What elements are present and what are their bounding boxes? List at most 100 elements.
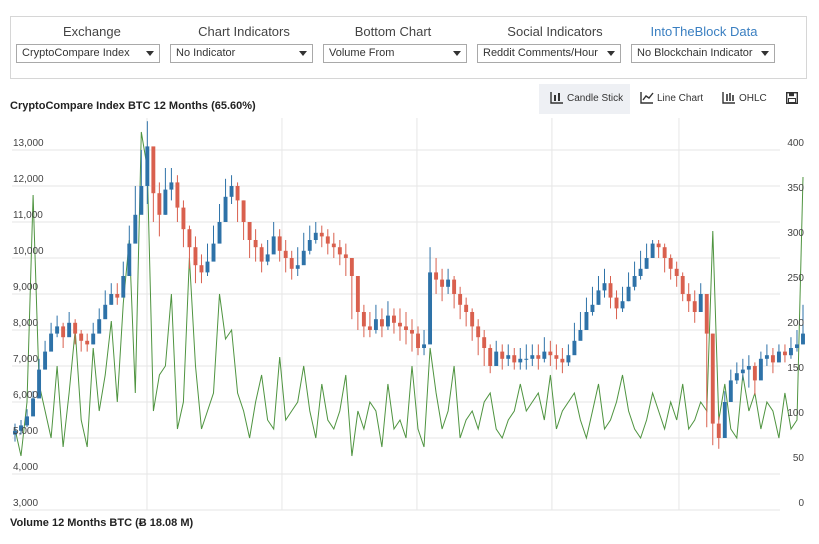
candle-body — [398, 322, 402, 327]
candle-body — [758, 358, 763, 381]
candle-body — [133, 214, 138, 244]
right-axis-tick-label: 200 — [787, 318, 804, 329]
bottom-chart-label: Bottom Chart — [354, 24, 432, 39]
candle-body — [740, 369, 745, 374]
candle-body — [277, 236, 282, 251]
candle-body — [379, 319, 384, 327]
candle-body — [169, 182, 174, 190]
candle-body — [776, 351, 781, 363]
candle-body — [271, 236, 276, 255]
candle-body — [734, 373, 739, 381]
save-icon — [786, 92, 798, 104]
social-indicators-select[interactable]: Reddit Comments/Hour — [477, 44, 621, 63]
candle-body — [434, 272, 439, 280]
candle-body — [241, 200, 246, 222]
candle-body — [49, 333, 54, 352]
candle-body — [458, 294, 463, 305]
candle-body — [560, 358, 565, 363]
candle-body — [554, 355, 559, 359]
chart-indicators-label: Chart Indicators — [198, 24, 290, 39]
candle-body — [85, 340, 90, 345]
left-axis-tick-label: 6,000 — [13, 390, 38, 401]
candle-body — [73, 322, 78, 334]
candle-body — [428, 272, 433, 345]
candle-body — [193, 247, 198, 266]
chart-indicators-select-value: No Indicator — [176, 47, 236, 59]
candle-body — [650, 243, 655, 258]
candle-body — [25, 416, 29, 426]
candle-chart-icon — [550, 92, 563, 104]
intotheblock-label[interactable]: IntoTheBlock Data — [650, 24, 758, 39]
candle-body — [301, 250, 306, 266]
candle-stick-label: Candle Stick — [567, 92, 624, 104]
candle-body — [506, 355, 511, 359]
right-axis-tick-label: 0 — [798, 498, 804, 509]
candle-body — [416, 333, 420, 348]
left-axis-tick-label: 5,000 — [13, 426, 38, 437]
candle-body — [746, 366, 751, 370]
candle-body — [355, 276, 360, 312]
candle-body — [181, 207, 186, 230]
exchange-select-value: CryptoCompare Index — [22, 47, 130, 59]
candle-body — [229, 186, 234, 197]
candle-body — [103, 304, 108, 320]
candle-body — [584, 312, 589, 330]
candle-body — [716, 423, 721, 438]
bottom-chart-select[interactable]: Volume From — [323, 44, 467, 63]
candle-body — [265, 254, 270, 262]
candle-body — [13, 430, 17, 435]
social-indicators-select-value: Reddit Comments/Hour — [483, 47, 598, 59]
exchange-select[interactable]: CryptoCompare Index — [16, 44, 160, 63]
right-axis-tick-label: 350 — [787, 183, 804, 194]
line-chart-icon — [640, 92, 654, 104]
candle-body — [349, 258, 354, 276]
save-chart-button[interactable] — [786, 92, 798, 104]
candle-body — [668, 258, 673, 269]
candle-body — [578, 330, 583, 341]
candle-body — [163, 189, 168, 215]
left-axis-tick-label: 9,000 — [13, 282, 38, 293]
candle-body — [620, 301, 625, 309]
candle-body — [770, 355, 775, 363]
candle-body — [704, 294, 709, 334]
candle-body — [157, 193, 162, 215]
candle-body — [79, 333, 84, 341]
candle-body — [728, 380, 733, 402]
intotheblock-select[interactable]: No Blockchain Indicator — [631, 44, 775, 63]
candle-body — [410, 330, 414, 334]
candle-body — [43, 351, 48, 370]
candle-body — [55, 326, 60, 334]
ohlc-button[interactable]: OHLC — [722, 92, 767, 104]
candle-body — [313, 232, 318, 240]
right-axis-tick-label: 250 — [787, 273, 804, 284]
candle-body — [145, 146, 150, 186]
right-axis-tick-label: 400 — [787, 138, 804, 149]
candle-body — [247, 222, 252, 240]
candle-body — [752, 366, 757, 381]
candle-body — [464, 304, 469, 312]
candle-stick-button[interactable]: Candle Stick — [550, 92, 623, 104]
left-axis-tick-label: 8,000 — [13, 318, 38, 329]
candle-body — [476, 326, 481, 338]
candle-body — [19, 425, 23, 431]
candle-body — [789, 348, 793, 356]
candle-body — [536, 355, 541, 359]
candle-body — [680, 276, 685, 294]
candle-body — [494, 351, 499, 366]
left-axis-tick-label: 11,000 — [13, 210, 43, 221]
candle-body — [97, 319, 102, 334]
left-axis-tick-label: 7,000 — [13, 354, 38, 365]
candle-body — [440, 279, 445, 287]
chart-indicators-select[interactable]: No Indicator — [170, 44, 313, 63]
left-axis-tick-label: 3,000 — [13, 498, 38, 509]
social-indicators-label: Social Indicators — [507, 24, 603, 39]
candle-body — [67, 322, 72, 338]
line-chart-button[interactable]: Line Chart — [640, 92, 703, 104]
price-chart[interactable]: 3,000 4,000 5,000 6,000 7,000 8,000 9,000 10,00… — [0, 114, 819, 514]
intotheblock-select-value: No Blockchain Indicator — [637, 47, 753, 59]
candle-body — [139, 186, 144, 215]
candle-body — [61, 326, 66, 338]
candle-body — [542, 351, 547, 359]
candle-body — [710, 333, 715, 424]
candle-body — [392, 315, 396, 323]
